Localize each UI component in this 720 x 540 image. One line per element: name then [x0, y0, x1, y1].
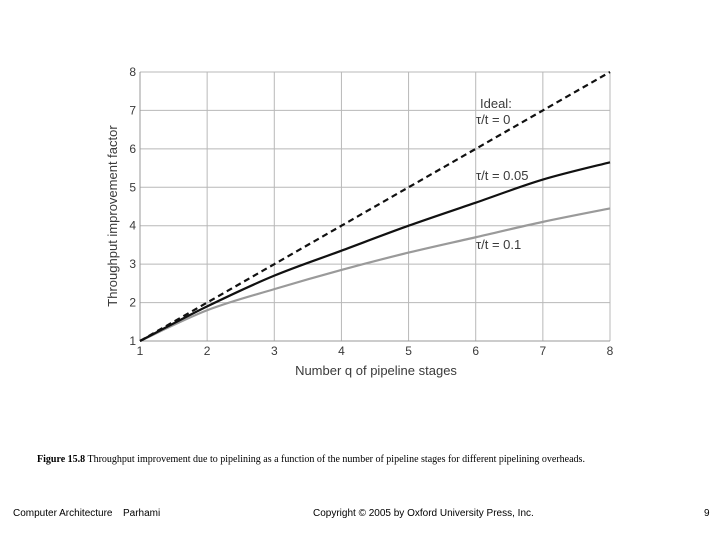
footer-author: Parhami [123, 508, 161, 519]
footer-course: Computer Architecture [13, 508, 113, 519]
x-tick-label: 1 [137, 344, 144, 358]
y-tick-label: 6 [129, 142, 136, 156]
y-tick-label: 4 [129, 219, 136, 233]
x-tick-label: 3 [271, 344, 278, 358]
y-tick-label: 7 [129, 103, 136, 117]
annotation-ideal-line1: Ideal: [480, 96, 512, 111]
y-tick-label: 1 [129, 334, 136, 348]
chart-series [139, 71, 611, 343]
y-tick-label: 5 [129, 180, 136, 194]
x-tick-label: 6 [472, 344, 479, 358]
figure-caption: Figure 15.8 Throughput improvement due t… [37, 454, 697, 465]
annotation-overhead-01: τ/t = 0.1 [476, 237, 521, 252]
y-tick-label: 2 [129, 296, 136, 310]
figure-label: Figure 15.8 [37, 454, 86, 465]
y-tick-labels: 1 2 3 4 5 6 7 8 [129, 65, 136, 348]
footer-copyright: Copyright © 2005 by Oxford University Pr… [313, 508, 534, 519]
x-axis-label: Number q of pipeline stages [295, 363, 457, 378]
annotation-ideal-line2: τ/t = 0 [476, 112, 510, 127]
figure-caption-text: Throughput improvement due to pipelining… [87, 454, 585, 465]
x-tick-label: 4 [338, 344, 345, 358]
footer-page-number: 9 [704, 508, 710, 519]
y-axis-label: Throughput improvement factor [105, 125, 120, 307]
y-tick-label: 8 [129, 65, 136, 79]
x-tick-label: 8 [607, 344, 614, 358]
y-tick-label: 3 [129, 257, 136, 271]
series-line-1 [139, 161, 611, 342]
series-line-2 [139, 207, 611, 343]
x-tick-labels: 1 2 3 4 5 6 7 8 [137, 344, 614, 358]
x-tick-label: 5 [405, 344, 412, 358]
chart-grid [139, 71, 611, 342]
series-line-0 [139, 71, 611, 342]
x-tick-label: 7 [540, 344, 547, 358]
annotation-overhead-005: τ/t = 0.05 [476, 168, 528, 183]
x-tick-label: 2 [204, 344, 211, 358]
